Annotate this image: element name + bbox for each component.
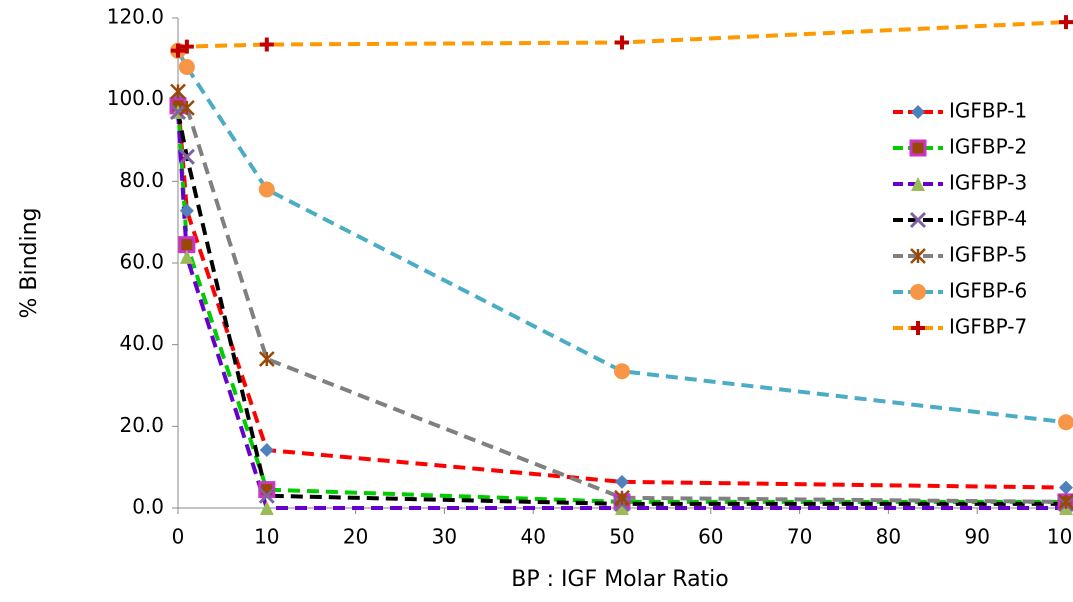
- marker: [911, 321, 925, 335]
- marker: [614, 363, 630, 380]
- y-tick-label: 40.0: [119, 331, 164, 355]
- marker: [178, 148, 195, 165]
- y-axis-label: % Binding: [17, 207, 42, 318]
- marker: [178, 236, 196, 254]
- marker: [258, 181, 275, 198]
- marker: [178, 59, 195, 75]
- marker: [178, 99, 195, 116]
- marker: [911, 105, 925, 119]
- marker: [614, 489, 630, 506]
- marker: [615, 501, 629, 515]
- marker: [169, 103, 187, 120]
- y-tick-label: 80.0: [119, 168, 164, 192]
- x-tick-label: 90: [964, 525, 989, 549]
- marker: [1058, 414, 1073, 431]
- x-tick-label: 0: [172, 525, 185, 549]
- legend-label: IGFBP-4: [949, 207, 1027, 231]
- marker: [909, 139, 927, 157]
- x-tick-label: 40: [520, 525, 545, 549]
- y-tick-label: 20.0: [119, 413, 164, 437]
- marker: [258, 487, 275, 504]
- series-line: [176, 90, 1067, 504]
- marker: [615, 35, 629, 50]
- legend-label: IGFBP-7: [949, 315, 1027, 339]
- legend-label: IGFBP-3: [949, 171, 1027, 195]
- x-axis-label: BP : IGF Molar Ratio: [511, 567, 729, 592]
- legend-label: IGFBP-1: [949, 99, 1027, 123]
- marker: [615, 474, 629, 489]
- x-tick-label: 80: [876, 525, 901, 549]
- marker: [909, 211, 927, 229]
- marker: [170, 83, 186, 100]
- legend-label: IGFBP-5: [949, 243, 1027, 267]
- marker: [258, 351, 275, 367]
- marker: [259, 443, 274, 458]
- legend-label: IGFBP-2: [949, 135, 1027, 159]
- x-tick-label: 100: [1047, 525, 1073, 549]
- x-tick-label: 50: [609, 525, 634, 549]
- x-tick-label: 30: [432, 525, 457, 549]
- series-line: [176, 111, 1066, 510]
- marker: [179, 39, 194, 54]
- y-tick-label: 0.0: [132, 495, 164, 519]
- marker: [911, 177, 925, 191]
- marker: [910, 284, 926, 300]
- series-line: [176, 49, 1067, 425]
- y-tick-label: 100.0: [107, 86, 164, 110]
- marker: [910, 248, 926, 264]
- marker: [1059, 15, 1073, 30]
- marker: [259, 501, 274, 515]
- y-tick-label: 120.0: [107, 5, 164, 29]
- marker: [259, 37, 274, 52]
- marker: [1058, 493, 1073, 510]
- series-line: [176, 105, 1066, 504]
- x-tick-label: 20: [343, 525, 368, 549]
- x-tick-label: 10: [254, 525, 279, 549]
- marker: [179, 203, 194, 218]
- marker: [179, 249, 194, 264]
- x-tick-label: 70: [787, 525, 812, 549]
- series-line: [176, 111, 1066, 506]
- marker: [171, 43, 185, 58]
- y-tick-label: 60.0: [119, 250, 164, 274]
- legend-label: IGFBP-6: [949, 279, 1027, 303]
- marker: [1059, 480, 1073, 495]
- x-tick-label: 60: [698, 525, 723, 549]
